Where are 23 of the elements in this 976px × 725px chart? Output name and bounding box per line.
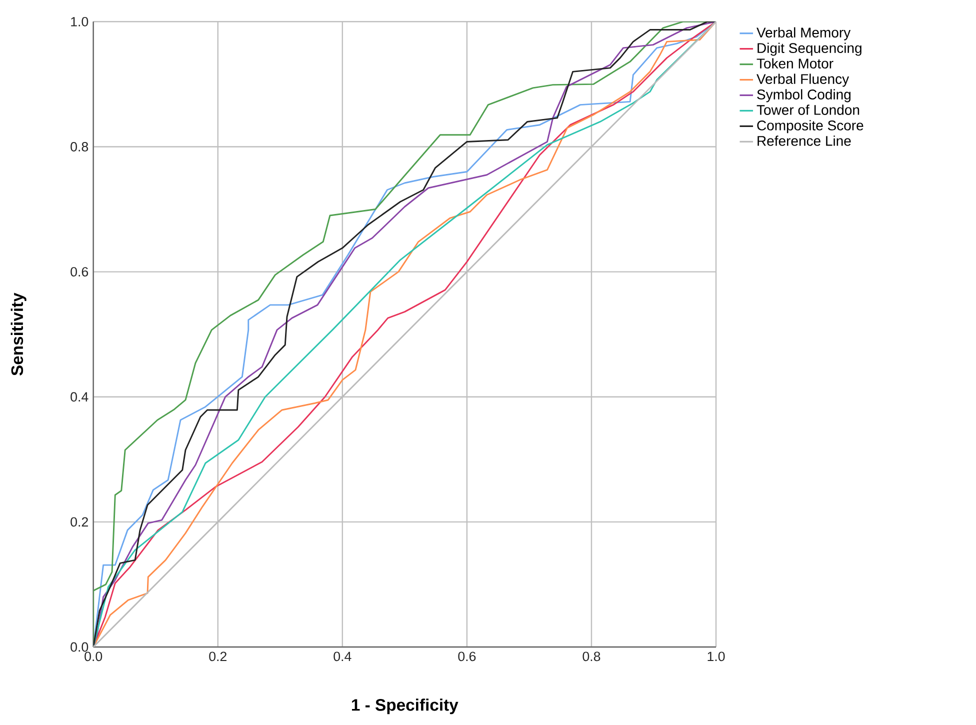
y-tick-label: 0.4 bbox=[70, 392, 88, 402]
y-tick-label: 0.8 bbox=[70, 142, 88, 152]
legend-label: Digit Sequencing bbox=[758, 42, 862, 56]
x-tick-label: 0.6 bbox=[458, 652, 476, 662]
x-tick-label: 1.0 bbox=[708, 652, 725, 662]
legend-label: Symbol Coding bbox=[757, 89, 850, 102]
x-tick-label: 0.8 bbox=[582, 652, 600, 662]
x-tick-label: 0.2 bbox=[209, 652, 226, 662]
x-tick-label: 0.4 bbox=[334, 652, 352, 662]
x-axis-title: 1 - Specificity bbox=[352, 698, 458, 714]
x-tick-label: 0.0 bbox=[84, 652, 102, 662]
legend-label: Token Motor bbox=[756, 58, 834, 69]
y-tick-label: 0.6 bbox=[70, 267, 88, 277]
line-series bbox=[93, 22, 716, 647]
legend-label: Tower of London bbox=[756, 104, 860, 115]
legend-label: Reference Line bbox=[758, 136, 851, 146]
legend-label: Composite Score bbox=[757, 120, 864, 134]
y-axis-title: Sensitivity bbox=[10, 292, 26, 376]
y-tick-label: 0.0 bbox=[70, 642, 88, 652]
y-tick-label: 0.2 bbox=[70, 517, 88, 527]
legend-label: Verbal Fluency bbox=[756, 74, 850, 87]
y-tick-label: 1.0 bbox=[71, 16, 88, 26]
legend-label: Verbal Memory bbox=[756, 27, 851, 40]
